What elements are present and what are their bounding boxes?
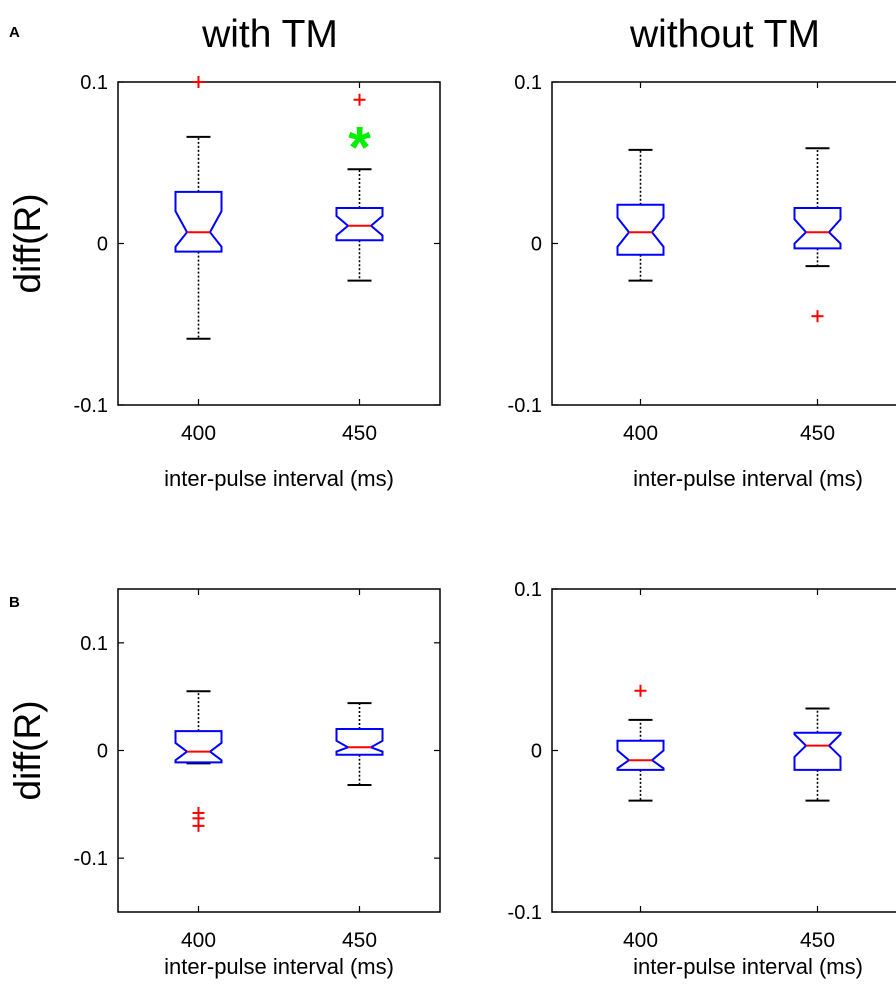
x-axis-label: inter-pulse interval (ms) xyxy=(633,954,863,979)
outlier-marker xyxy=(811,310,824,323)
outlier-marker xyxy=(192,819,205,832)
significance-asterisk: * xyxy=(348,115,371,180)
axes-frame xyxy=(117,81,441,406)
notched-box xyxy=(174,190,223,253)
plot-2: -0.1 0 0.1 400 450 inter-pulse interval (ms) xyxy=(508,72,896,491)
y-tick-label: 0.1 xyxy=(514,72,542,94)
x-tick-label: 450 xyxy=(342,929,377,952)
y-tick-label: -0.1 xyxy=(508,395,542,417)
notched-box xyxy=(793,731,842,771)
y-tick-label: -0.1 xyxy=(74,395,108,417)
y-tick-label: 0 xyxy=(97,741,108,763)
y-tick-label: 0 xyxy=(97,234,108,256)
axes-frame xyxy=(551,588,896,913)
notched-box xyxy=(174,730,223,764)
box-400 xyxy=(616,684,665,802)
box-400 xyxy=(174,76,223,340)
x-tick-label: 400 xyxy=(623,929,658,952)
outlier-marker xyxy=(353,93,366,106)
plot-1: -0.1 0 0.1 400 450 inter-pulse interval (ms) d… xyxy=(7,72,441,491)
axes-frame xyxy=(551,81,896,406)
y-tick-label: 0 xyxy=(531,741,542,763)
x-tick-label: 450 xyxy=(800,422,835,445)
column-title-with-tm: with TM xyxy=(201,13,338,56)
x-tick-label: 400 xyxy=(181,929,216,952)
notched-box xyxy=(616,739,665,771)
y-tick-label: 0.1 xyxy=(514,579,542,601)
box-450 xyxy=(793,147,842,323)
x-tick-label: 400 xyxy=(623,422,658,445)
box-400 xyxy=(616,148,665,282)
x-tick-label: 450 xyxy=(800,929,835,952)
notched-box xyxy=(793,206,842,250)
x-axis-label: inter-pulse interval (ms) xyxy=(633,466,863,491)
y-axis-label: diff(R) xyxy=(7,700,48,800)
box-450 xyxy=(335,93,384,282)
notched-box xyxy=(335,206,384,242)
panel-label-a: A xyxy=(9,24,20,41)
x-axis-label: inter-pulse interval (ms) xyxy=(164,954,394,979)
y-tick-label: 0 xyxy=(531,234,542,256)
outlier-marker xyxy=(634,684,647,697)
y-tick-label: -0.1 xyxy=(508,902,542,924)
box-400 xyxy=(174,690,223,832)
box-450 xyxy=(335,702,384,786)
panel-label-b: B xyxy=(9,594,20,611)
notched-box xyxy=(616,203,665,256)
y-tick-label: 0.1 xyxy=(80,633,108,655)
y-tick-label: -0.1 xyxy=(74,848,108,870)
x-tick-label: 400 xyxy=(181,422,216,445)
x-tick-label: 450 xyxy=(342,422,377,445)
notched-box xyxy=(335,727,384,756)
x-axis-label: inter-pulse interval (ms) xyxy=(164,466,394,491)
column-title-without-tm: without TM xyxy=(629,13,820,56)
outlier-marker xyxy=(192,76,205,88)
y-axis-label: diff(R) xyxy=(7,193,48,293)
box-450 xyxy=(793,707,842,802)
y-tick-label: 0.1 xyxy=(80,72,108,94)
axes-frame xyxy=(117,588,441,913)
